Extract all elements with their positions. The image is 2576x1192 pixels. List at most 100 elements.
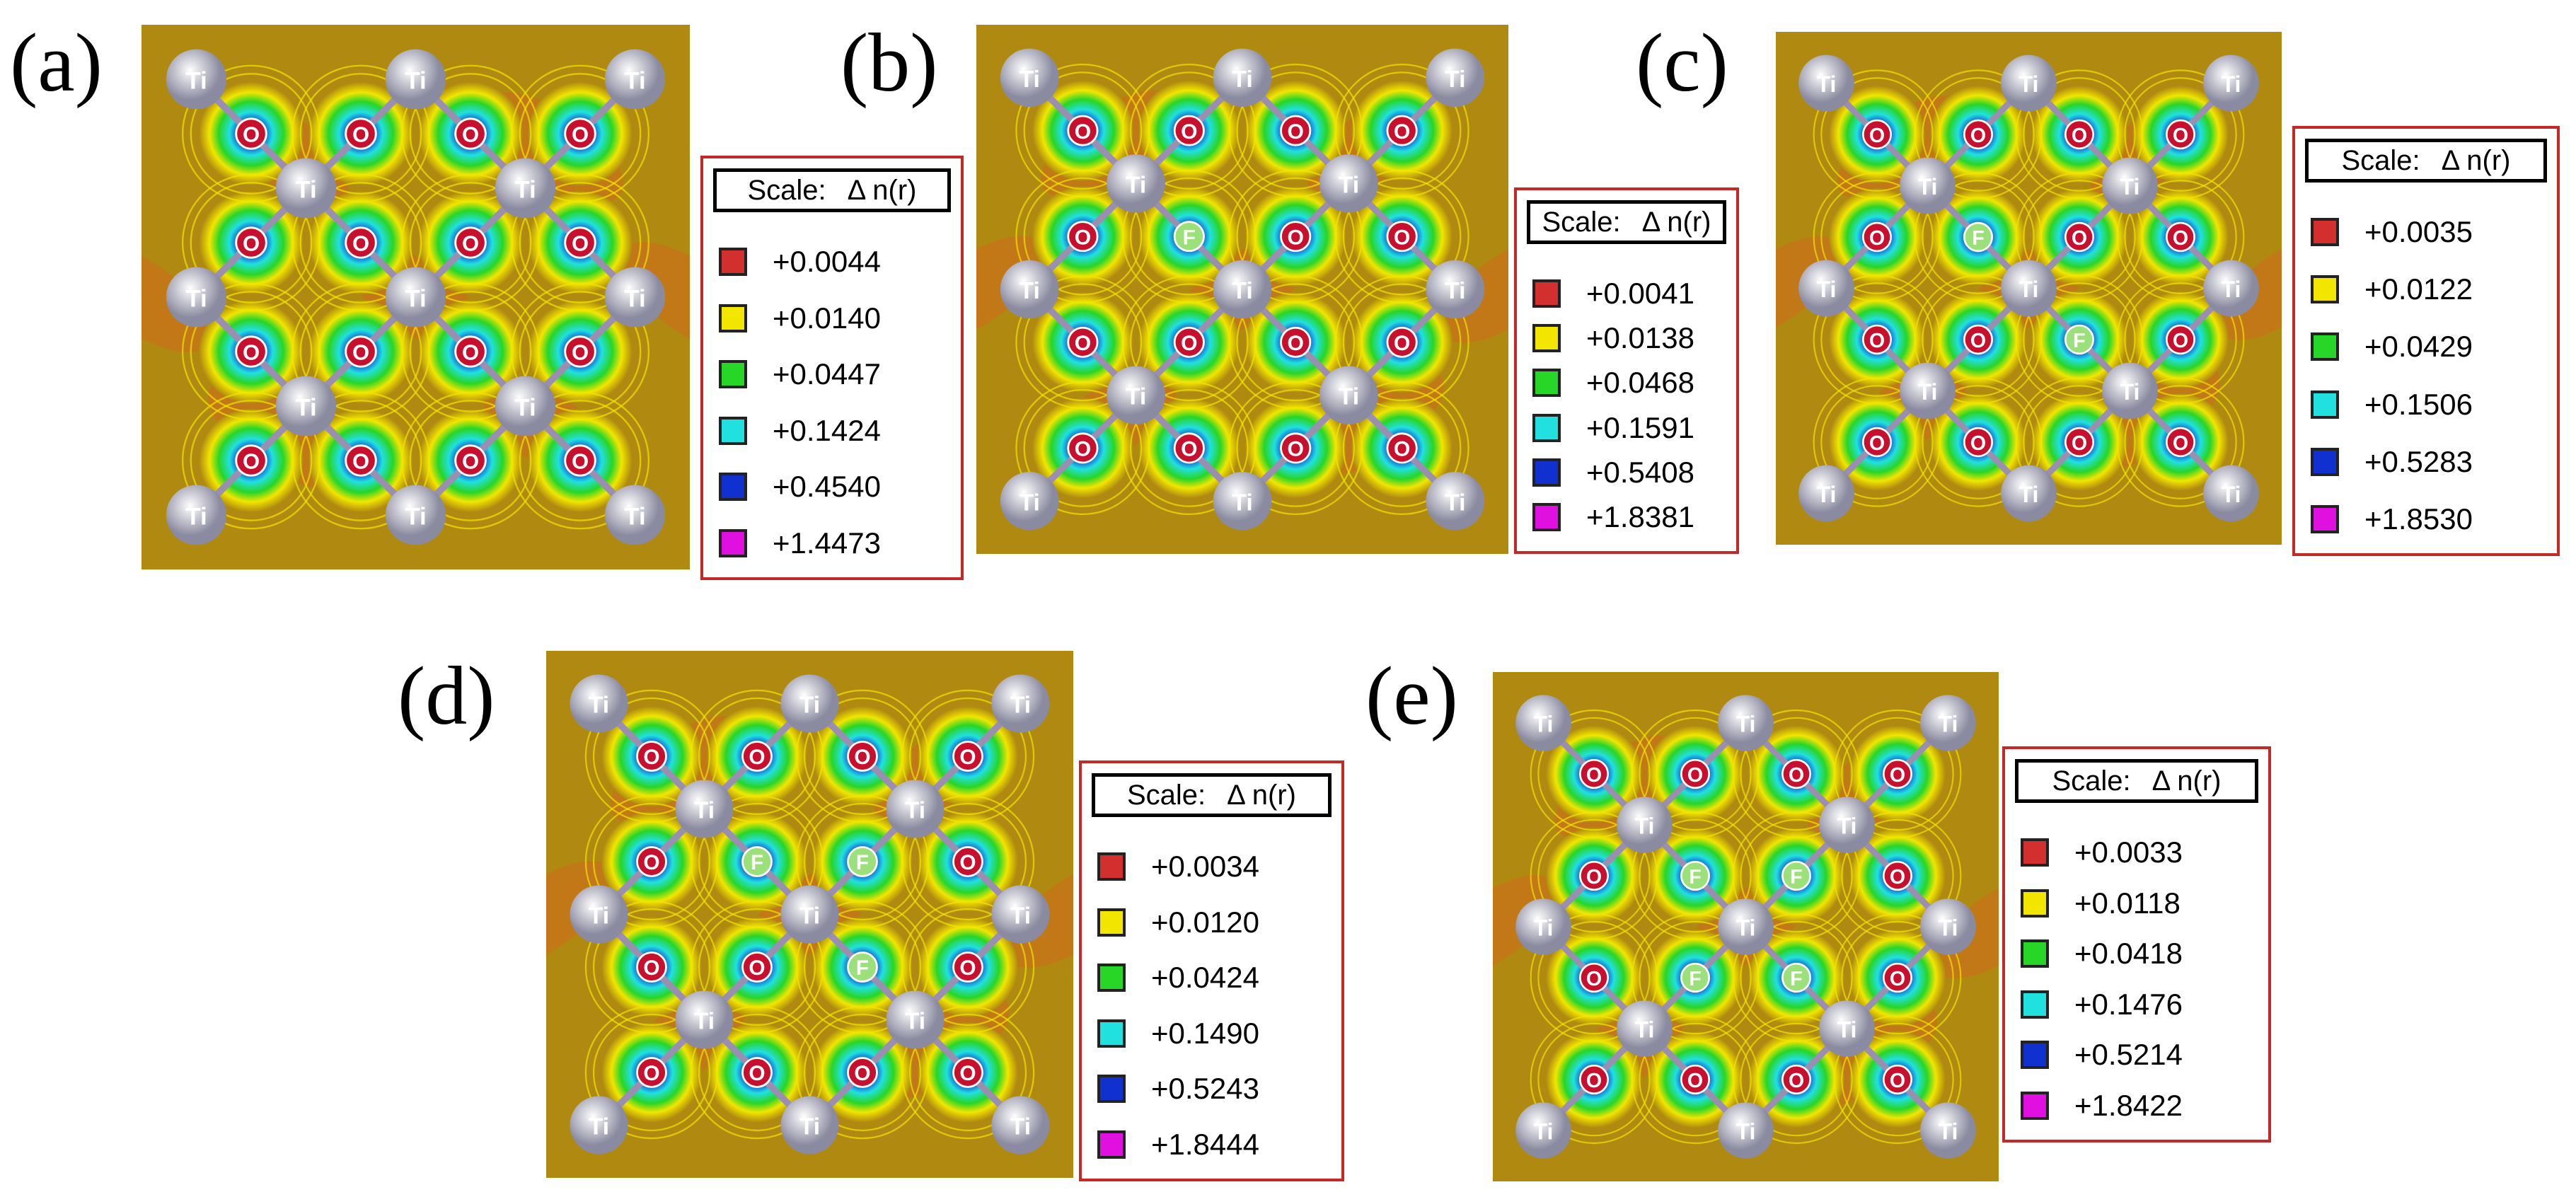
color-swatch	[719, 248, 747, 276]
legend-value: +1.8530	[2364, 502, 2473, 536]
legend-value: +1.8444	[1151, 1128, 1259, 1161]
o-atom-label: O	[959, 746, 976, 769]
o-atom	[564, 117, 596, 150]
legend-row: +0.0429	[2311, 328, 2473, 365]
o-atom-label: O	[2072, 227, 2087, 250]
o-atom-label: O	[352, 340, 369, 365]
contour-line	[1342, 177, 1462, 296]
contour-line	[2124, 180, 2237, 294]
ti-atom	[991, 1096, 1050, 1155]
contour-line	[803, 697, 922, 816]
ti-atom	[604, 49, 666, 110]
ti-atom-label: Ti	[405, 286, 426, 313]
o-atom	[454, 335, 487, 368]
ti-atom	[991, 885, 1050, 944]
color-swatch	[2311, 218, 2339, 246]
o-atom-label: O	[1586, 1070, 1602, 1092]
ti-atom	[570, 1096, 628, 1155]
ti-atom	[495, 376, 556, 436]
o-atom-label: O	[572, 122, 589, 147]
legend-row: +0.5243	[1097, 1070, 1259, 1107]
contour-line	[409, 182, 532, 303]
contour-line	[795, 900, 930, 1034]
ti-atom	[1798, 465, 1854, 522]
density-map-c: O O O O O F O O O O F O O O O O Ti Ti Ti Ti Ti Ti Ti Ti Ti Ti Ti Ti…	[1776, 32, 2282, 545]
o-atom	[1781, 758, 1812, 789]
contour-line	[1740, 1022, 1853, 1137]
o-atom	[1280, 221, 1312, 253]
contour-line	[291, 391, 431, 530]
ti-atom-label: Ti	[589, 1114, 609, 1140]
f-atom	[1173, 221, 1205, 253]
contour-line	[181, 282, 321, 421]
scale-symbol: Δ n(r)	[1227, 779, 1296, 811]
o-atom-label: O	[643, 1062, 659, 1085]
contour-line	[1914, 69, 2043, 199]
legend-row: +0.1591	[1532, 410, 1694, 446]
ti-atom-label: Ti	[2221, 71, 2241, 97]
ti-atom	[1617, 797, 1673, 853]
o-atom-label: O	[572, 340, 589, 365]
o-atom	[2165, 324, 2196, 355]
ti-atom	[1213, 48, 1272, 107]
ti-atom-label: Ti	[1232, 489, 1252, 516]
density-lobe	[976, 236, 1045, 343]
color-swatch	[2021, 889, 2049, 918]
o-atom-label: O	[854, 746, 870, 769]
ti-atom	[604, 485, 666, 545]
legend-value: +0.0424	[1151, 961, 1259, 995]
color-swatch	[1097, 852, 1126, 881]
contour-line	[584, 794, 719, 929]
scale-title: Scale: Δ n(r)	[2015, 759, 2258, 803]
o-atom	[1963, 119, 1994, 150]
o-atom	[345, 117, 377, 150]
legend-value: +0.5243	[1151, 1072, 1259, 1106]
contour-line	[1129, 283, 1249, 402]
contour-line	[1922, 282, 2035, 397]
o-atom	[1173, 115, 1205, 146]
ti-atom	[1426, 260, 1485, 319]
ti-atom-label: Ti	[624, 504, 645, 531]
contour-line	[1820, 180, 1934, 294]
contour-line	[2116, 377, 2245, 507]
panel-label-b: (b)	[841, 16, 938, 109]
o-atom-label: O	[959, 851, 976, 874]
ti-atom-label: Ti	[1232, 66, 1252, 93]
ti-atom-label: Ti	[799, 693, 820, 719]
legend-row: +0.0035	[2311, 214, 2473, 250]
o-atom	[1067, 115, 1099, 146]
ti-atom-label: Ti	[624, 68, 645, 95]
o-atom-label: O	[1586, 968, 1602, 990]
ti-atom-label: Ti	[2018, 277, 2038, 302]
contour-line	[803, 1013, 922, 1132]
contour-line	[190, 182, 313, 303]
contour-line	[2023, 282, 2136, 397]
o-atom	[1680, 758, 1711, 789]
ti-atom-label: Ti	[1816, 482, 1836, 507]
o-atom	[1280, 432, 1312, 464]
contour-line	[1537, 717, 1651, 831]
legend-value: +1.8422	[2074, 1089, 2183, 1122]
contour-line	[1639, 818, 1752, 933]
contour-line	[1334, 63, 1469, 198]
o-atom-label: O	[1789, 1070, 1804, 1092]
o-atom	[564, 335, 596, 368]
legend-value: +0.5408	[1586, 455, 1694, 489]
density-lobe	[619, 242, 690, 352]
o-atom-label: O	[1890, 866, 1905, 889]
contour-line	[908, 908, 1027, 1026]
legend-value: +0.0138	[1586, 321, 1694, 355]
contour-line	[690, 1005, 824, 1140]
legend-row: +0.0033	[2021, 834, 2183, 871]
legend-value: +0.1424	[773, 413, 881, 447]
ti-atom	[1819, 797, 1875, 853]
ti-atom	[1426, 48, 1485, 107]
o-atom	[235, 226, 267, 259]
ti-atom-label: Ti	[694, 798, 715, 824]
ti-atom-label: Ti	[405, 68, 426, 95]
legend-value: +1.8381	[1586, 500, 1694, 533]
o-atom-label: O	[1181, 438, 1197, 461]
o-atom-label: O	[2173, 330, 2188, 352]
scale-title: Scale: Δ n(r)	[1527, 200, 1726, 244]
o-atom-label: O	[1687, 1070, 1703, 1092]
